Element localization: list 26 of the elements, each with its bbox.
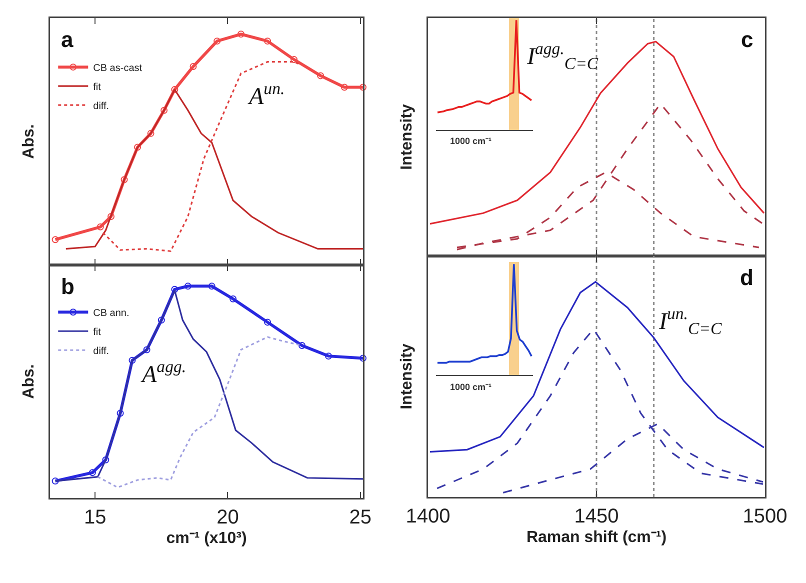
y-axis-title: Abs. [20,124,38,159]
legend-label: fit [93,327,102,338]
annotation: A$^{un.}$ [247,79,285,110]
legend-label: diff. [93,346,110,358]
legend-label: diff. [93,100,110,112]
annotation: b [61,274,74,299]
legend-label: CB as-cast [93,62,142,74]
y-axis-title: Intensity [398,344,416,410]
annotation: a [61,27,74,52]
annotation: 1000 cm⁻¹ [450,382,492,392]
annotation: 1000 cm⁻¹ [450,136,492,146]
y-axis-title: Abs. [20,364,38,399]
x-tick-label: 1400 [406,506,450,528]
annotation: c [741,27,754,52]
x-tick-label: 1500 [742,506,788,528]
y-axis-title: Intensity [398,104,416,170]
x-tick-label: 15 [84,506,106,528]
x-axis-title: Raman shift (cm⁻¹) [526,528,667,546]
annotation: A$^{agg.}$ [140,357,186,388]
x-tick-label: 25 [349,506,372,528]
legend-label: fit [93,82,102,93]
legend-label: CB ann. [93,308,130,320]
x-axis-title: cm⁻¹ (x10³) [166,530,247,547]
annotation: d [740,265,754,290]
x-tick-label: 20 [216,506,239,528]
x-tick-label: 1450 [574,506,619,528]
